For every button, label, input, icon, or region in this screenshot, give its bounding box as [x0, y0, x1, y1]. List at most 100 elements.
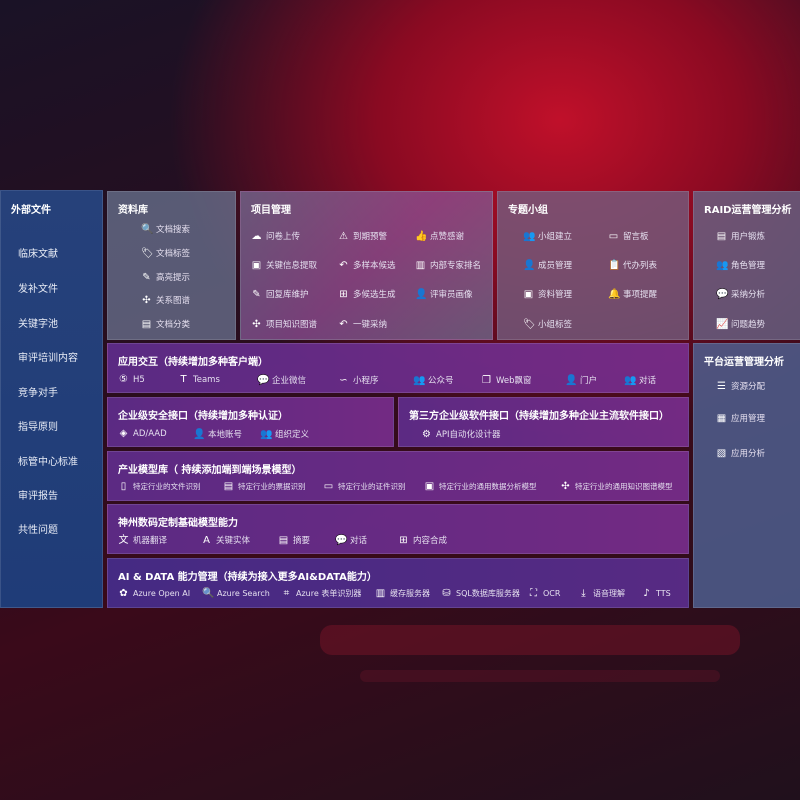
interaction-item[interactable]: 💬 企业微信 — [257, 374, 306, 387]
interaction-item[interactable]: 👥 对话 — [624, 374, 656, 387]
ai-item[interactable]: ⤓ 语音理解 — [578, 588, 625, 599]
puzzle-icon: ⊞ — [339, 288, 348, 300]
graph-icon: ✣ — [561, 481, 570, 492]
item-label: 关键实体 — [216, 536, 251, 546]
platform-item[interactable]: ▧ 应用分析 — [716, 447, 765, 460]
item-label: 用户锻炼 — [731, 232, 766, 242]
base-item[interactable]: ▤ 摘要 — [278, 534, 310, 547]
interaction-item[interactable]: ❐ Web飘窗 — [481, 374, 532, 387]
ai-item[interactable]: ♪ TTS — [641, 588, 670, 599]
sidebar-item[interactable]: 标管中心标准 — [18, 457, 78, 468]
project-item[interactable]: ▣ 关键信息提取 — [251, 259, 317, 272]
base-item[interactable]: A 关键实体 — [201, 534, 251, 547]
base-item[interactable]: 💬 对话 — [335, 534, 368, 547]
server-icon: ▥ — [375, 588, 386, 599]
platform-item[interactable]: ☰ 资源分配 — [716, 380, 765, 393]
industry-item[interactable]: ✣ 特定行业的通用知识图谱模型 — [560, 481, 672, 492]
sidebar-item[interactable]: 审评报告 — [18, 491, 58, 502]
sidebar-item[interactable]: 指导原则 — [18, 422, 58, 433]
panel-title: 专题小组 — [508, 205, 548, 216]
panel-title: RAID运营管理分析 — [704, 205, 792, 216]
group-item[interactable]: 🏷 小组标签 — [523, 318, 572, 331]
base-item[interactable]: ⊞ 内容合成 — [398, 534, 447, 547]
user-icon: 👤 — [415, 288, 428, 300]
raid-item[interactable]: 📈 问题趋势 — [716, 318, 766, 331]
item-label: Azure Open AI — [133, 589, 191, 598]
sidebar-item[interactable]: 关键字池 — [18, 319, 58, 330]
project-item[interactable]: ▥ 内部专家排名 — [415, 259, 481, 272]
sidebar-item[interactable]: 发补文件 — [18, 284, 58, 295]
item-label: 事项提醒 — [623, 290, 658, 300]
project-item[interactable]: ⊞ 多候选生成 — [338, 288, 395, 301]
project-item[interactable]: ⚠ 到期预警 — [338, 230, 388, 243]
raid-item[interactable]: 👥 角色管理 — [716, 259, 765, 272]
project-item[interactable]: ✣ 项目知识图谱 — [251, 318, 317, 331]
security-item[interactable]: ◈ AD/AAD — [118, 428, 167, 439]
item-label: 到期预警 — [353, 232, 388, 242]
interaction-item[interactable]: 👥 公众号 — [413, 374, 454, 387]
item-label: 多样本候选 — [353, 261, 396, 271]
interaction-item[interactable]: ∽ 小程序 — [338, 374, 378, 387]
item-label: 对话 — [350, 536, 368, 546]
library-item[interactable]: ▤ 文档分类 — [141, 318, 190, 331]
security-item[interactable]: 👤 本地账号 — [193, 428, 242, 441]
sidebar-item[interactable]: 临床文献 — [18, 249, 58, 260]
library-item[interactable]: ✎ 高亮提示 — [141, 271, 190, 284]
item-label: 特定行业的文件识别 — [133, 482, 201, 491]
project-item[interactable]: ↶ 多样本候选 — [338, 259, 396, 272]
security-item[interactable]: 👥 组织定义 — [260, 428, 309, 441]
sidebar-item[interactable]: 共性问题 — [18, 525, 58, 536]
raid-item[interactable]: 💬 采纳分析 — [716, 288, 765, 301]
item-label: 问题趋势 — [731, 320, 766, 330]
ai-item[interactable]: ⌗ Azure 表单识别器 — [281, 588, 362, 599]
project-item[interactable]: 👤 评审员画像 — [415, 288, 473, 301]
third-party-item[interactable]: ⚙ API自动化设计器 — [421, 428, 500, 441]
sidebar-item[interactable]: 审评培训内容 — [18, 353, 78, 364]
group-item[interactable]: 👥 小组建立 — [523, 230, 573, 243]
ai-item[interactable]: 🔍 Azure Search — [202, 588, 270, 599]
sidebar-item[interactable]: 竞争对手 — [18, 388, 58, 399]
group-item[interactable]: 👤 成员管理 — [523, 259, 572, 272]
project-item[interactable]: 👍 点赞感谢 — [415, 230, 464, 243]
item-label: 门户 — [580, 376, 598, 386]
monitor-stand — [320, 625, 740, 655]
clipboard-icon: 📋 — [608, 259, 621, 271]
industry-item[interactable]: ▭ 特定行业的证件识别 — [323, 481, 406, 492]
item-label: 文档标签 — [156, 249, 191, 259]
monitor-base — [360, 670, 720, 682]
project-item[interactable]: ☁ 问卷上传 — [251, 230, 301, 243]
ai-item[interactable]: ⛁ SQL数据库服务器 — [441, 588, 520, 599]
base-item[interactable]: 文机器翻译 — [118, 534, 168, 547]
library-item[interactable]: 🔍 文档搜索 — [141, 223, 191, 236]
users-icon: 👥 — [523, 230, 536, 242]
interaction-item[interactable]: ⑤ H5 — [118, 374, 145, 385]
industry-item[interactable]: ▯ 特定行业的文件识别 — [118, 481, 201, 492]
item-label: 留言板 — [623, 232, 649, 242]
interaction-item[interactable]: 👤 门户 — [565, 374, 598, 387]
item-label: 特定行业的票据识别 — [238, 482, 306, 491]
group-item[interactable]: ▭ 留言板 — [608, 230, 649, 243]
ai-item[interactable]: ✿ Azure Open AI — [118, 588, 190, 599]
project-item[interactable]: ↶ 一键采纳 — [338, 318, 387, 331]
group-item[interactable]: 🔔 事项提醒 — [608, 288, 658, 301]
ai-item[interactable]: ▥ 缓存服务器 — [375, 588, 430, 599]
industry-item[interactable]: ▤ 特定行业的票据识别 — [223, 481, 306, 492]
interaction-item[interactable]: T Teams — [178, 374, 219, 385]
platform-item[interactable]: ▦ 应用管理 — [716, 412, 765, 425]
ai-item[interactable]: ⛶ OCR — [528, 588, 560, 599]
industry-item[interactable]: ▣ 特定行业的通用数据分析模型 — [424, 481, 537, 492]
item-label: Azure Search — [217, 589, 270, 598]
item-label: 小组建立 — [538, 232, 573, 242]
tts-icon: ♪ — [643, 588, 650, 599]
group-item[interactable]: 📋 代办列表 — [608, 259, 657, 272]
raid-item[interactable]: ▤ 用户锻炼 — [716, 230, 766, 243]
tag-icon: 🏷 — [523, 318, 536, 330]
user-icon: 👤 — [193, 428, 206, 440]
library-item[interactable]: ✣ 关系图谱 — [141, 294, 190, 307]
item-label: 文档搜索 — [156, 225, 191, 235]
project-item[interactable]: ✎ 回复库维护 — [251, 288, 308, 301]
panel-platform: 平台运营管理分析 ☰ 资源分配 ▦ 应用管理 ▧ 应用分析 — [693, 343, 800, 608]
group-item[interactable]: ▣ 资料管理 — [523, 288, 572, 301]
library-item[interactable]: 🏷 文档标签 — [141, 247, 191, 260]
panel-raid: RAID运营管理分析 ▤ 用户锻炼 👥 角色管理 💬 采纳分析 📈 问题趋势 — [693, 191, 800, 340]
